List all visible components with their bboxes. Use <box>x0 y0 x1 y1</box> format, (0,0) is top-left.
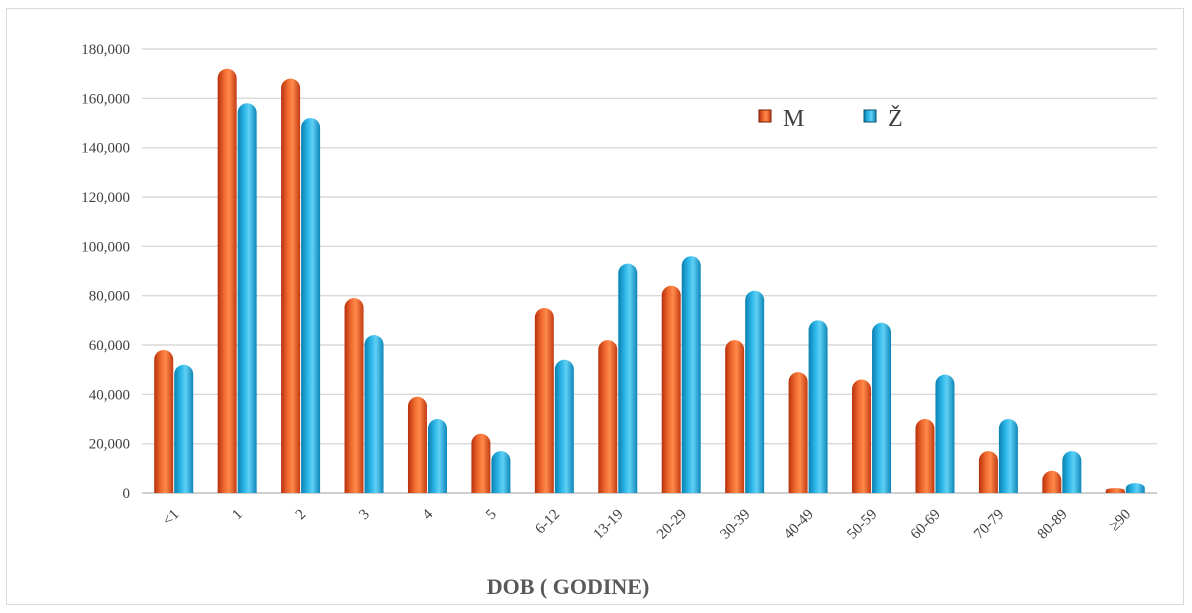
bar-m-12 <box>915 419 935 493</box>
bar-z-1 <box>237 103 257 494</box>
x-axis-title: DOB ( GODINE) <box>487 574 650 599</box>
x-tick-label: 1 <box>229 507 246 524</box>
bar-m-1 <box>217 68 237 493</box>
bar-m-6 <box>534 308 554 493</box>
x-tick-label: 5 <box>483 507 500 524</box>
bar-m-0 <box>154 349 174 493</box>
x-tick-label: ≥90 <box>1106 507 1134 535</box>
legend-label-m: M <box>783 106 804 132</box>
y-tick-label: 160,000 <box>81 91 130 107</box>
y-tick-label: 20,000 <box>89 437 130 453</box>
bar-z-4 <box>427 419 447 493</box>
x-tick-label: 80-89 <box>1035 507 1071 543</box>
bar-z-10 <box>808 320 828 493</box>
legend-swatch-z <box>863 109 877 123</box>
x-tick-label: 40-49 <box>781 507 817 543</box>
x-tick-label: 2 <box>293 507 310 524</box>
bar-z-0 <box>174 364 194 493</box>
x-tick-label: 70-79 <box>971 507 1007 543</box>
bar-m-11 <box>852 379 872 493</box>
bar-z-7 <box>618 263 638 493</box>
x-tick-label: 50-59 <box>844 507 880 543</box>
y-tick-label: 40,000 <box>89 387 130 403</box>
bar-m-8 <box>661 285 681 493</box>
bar-m-2 <box>281 78 301 493</box>
bar-m-5 <box>471 433 491 493</box>
y-tick-label: 0 <box>123 486 131 502</box>
bar-m-3 <box>344 298 364 493</box>
bar-m-15 <box>1105 488 1125 493</box>
x-tick-label: 3 <box>356 507 373 524</box>
bar-m-4 <box>407 396 427 493</box>
y-tick-label: 100,000 <box>81 239 130 255</box>
bar-z-5 <box>491 451 511 493</box>
bar-chart: 0 20,000 40,000 60,000 80,000 100,000 120,000 1… <box>81 42 1157 599</box>
y-tick-label: 80,000 <box>89 289 130 305</box>
x-tick-label: <1 <box>160 507 183 530</box>
legend-swatch-m <box>758 109 772 123</box>
chart-frame: 0 20,000 40,000 60,000 80,000 100,000 120,000 1… <box>6 8 1184 605</box>
bar-m-7 <box>598 340 618 493</box>
bar-z-15 <box>1125 483 1145 493</box>
bars <box>154 68 1145 494</box>
y-tick-label: 180,000 <box>81 42 130 58</box>
bar-z-2 <box>301 118 321 494</box>
bar-m-14 <box>1042 470 1062 493</box>
x-tick-label: 30-39 <box>717 507 753 543</box>
bar-m-9 <box>725 340 745 493</box>
bar-z-8 <box>681 256 701 493</box>
bar-z-11 <box>872 322 892 493</box>
y-tick-label: 60,000 <box>89 338 130 354</box>
x-tick-label: 6-12 <box>532 507 563 538</box>
legend-label-z: Ž <box>888 106 903 132</box>
bar-z-6 <box>554 359 574 493</box>
bar-z-13 <box>998 419 1018 493</box>
bar-z-3 <box>364 335 384 493</box>
bar-z-12 <box>935 374 955 493</box>
bar-z-14 <box>1062 451 1082 493</box>
bar-m-10 <box>788 372 808 493</box>
y-tick-label: 140,000 <box>81 141 130 157</box>
x-tick-label: 60-69 <box>908 507 944 543</box>
x-tick-label: 4 <box>420 506 437 523</box>
bar-m-13 <box>978 451 998 493</box>
x-tick-label: 13-19 <box>591 507 627 543</box>
bar-z-9 <box>745 290 765 493</box>
y-tick-label: 120,000 <box>81 190 130 206</box>
x-tick-label: 20-29 <box>654 507 690 543</box>
